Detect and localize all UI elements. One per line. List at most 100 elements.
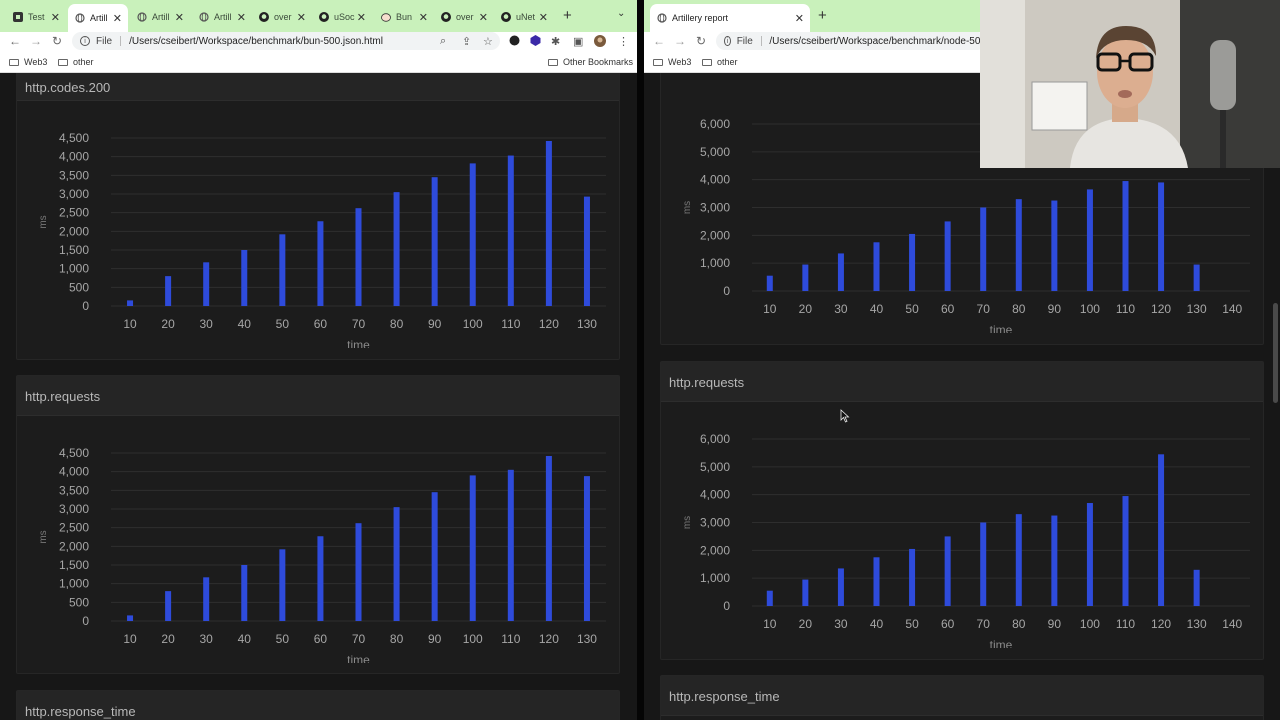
y-tick-label: 3,500	[59, 483, 89, 497]
forward-icon[interactable]: →	[674, 34, 686, 48]
bookmark-folder-other[interactable]: other	[58, 57, 94, 67]
extensions-puzzle-icon[interactable]: ✱	[551, 36, 561, 48]
tab-github[interactable]: uNet ✕	[494, 5, 554, 29]
x-tick-label: 100	[463, 632, 483, 646]
github-icon	[318, 12, 329, 23]
extension-hex-icon[interactable]	[530, 35, 541, 49]
bar	[431, 492, 438, 621]
x-tick-label: 110	[501, 632, 520, 646]
tab-artillery-active[interactable]: Artill ✕	[68, 4, 128, 32]
address-bar[interactable]: i File /Users/cseibert/Workspace/benchma…	[716, 32, 986, 50]
menu-kebab-icon[interactable]: ⋮	[618, 36, 629, 48]
close-icon[interactable]: ✕	[296, 11, 306, 24]
bar	[1051, 515, 1058, 606]
y-tick-label: 3,000	[700, 201, 730, 215]
y-axis-label: ms	[682, 516, 693, 529]
share-icon[interactable]: ⇪	[462, 36, 472, 48]
y-tick-label: 2,000	[59, 539, 89, 553]
tab-artillery[interactable]: Artill ✕	[192, 5, 252, 29]
bar	[1015, 514, 1022, 606]
bookmark-folder-web3[interactable]: Web3	[9, 57, 47, 67]
x-tick-label: 10	[763, 302, 777, 316]
bar	[802, 579, 809, 606]
x-tick-label: 80	[1012, 617, 1026, 631]
tab-github[interactable]: over ✕	[434, 5, 494, 29]
url-text: /Users/cseibert/Workspace/benchmark/node…	[769, 35, 986, 47]
y-tick-label: 2,500	[59, 206, 89, 220]
y-tick-label: 3,000	[700, 516, 730, 530]
bookmarks-bar: Web3 other Other Bookmarks	[0, 52, 637, 73]
extension-dark-icon[interactable]	[509, 35, 520, 49]
chart-card-http-response-time: http.response_time	[16, 690, 620, 720]
tab-bun[interactable]: Bun ✕	[374, 5, 434, 29]
x-tick-label: 130	[577, 317, 597, 331]
close-icon[interactable]: ✕	[478, 11, 488, 24]
bookmark-star-icon[interactable]: ☆	[483, 36, 493, 48]
chevron-down-icon[interactable]: ⌄	[617, 8, 626, 19]
x-tick-label: 90	[428, 317, 442, 331]
reload-icon[interactable]: ↻	[52, 34, 63, 48]
bar	[1086, 189, 1093, 291]
back-icon[interactable]: ←	[653, 34, 665, 48]
y-axis-label: ms	[682, 201, 693, 214]
tab-github[interactable]: over ✕	[252, 5, 312, 29]
bar	[317, 221, 324, 306]
bar	[1051, 200, 1058, 291]
tab-artillery-report[interactable]: Artillery report ✕	[650, 4, 810, 32]
close-icon[interactable]: ✕	[538, 11, 548, 24]
address-bar[interactable]: i File /Users/cseibert/Workspace/benchma…	[72, 32, 500, 50]
info-icon: i	[80, 36, 90, 46]
x-tick-label: 40	[870, 302, 884, 316]
bar	[766, 590, 773, 606]
close-icon[interactable]: ✕	[174, 11, 184, 24]
y-tick-label: 4,000	[700, 173, 730, 187]
tab-label: uSoc	[334, 12, 355, 22]
tab-artillery[interactable]: Artill ✕	[130, 5, 190, 29]
forward-icon[interactable]: →	[30, 34, 42, 48]
tab-github[interactable]: uSoc ✕	[312, 5, 372, 29]
bookmark-folder-web3[interactable]: Web3	[653, 57, 691, 67]
x-tick-label: 10	[123, 632, 137, 646]
tab-label: over	[456, 12, 474, 22]
scrollbar-thumb[interactable]	[1273, 303, 1278, 403]
bar	[507, 155, 514, 306]
tab-label: Artillery report	[672, 13, 729, 23]
y-tick-label: 3,000	[59, 187, 89, 201]
bar	[241, 565, 248, 621]
close-icon[interactable]: ✕	[356, 11, 366, 24]
close-icon[interactable]: ✕	[418, 11, 428, 24]
x-tick-label: 110	[1116, 617, 1135, 631]
y-tick-label: 2,500	[59, 521, 89, 535]
chart-card-http-requests: http.requests	[16, 375, 620, 674]
x-tick-label: 60	[314, 317, 328, 331]
bar	[355, 208, 362, 306]
x-tick-label: 30	[834, 302, 848, 316]
bar	[873, 242, 880, 291]
new-tab-icon[interactable]: +	[818, 7, 827, 24]
close-icon[interactable]: ✕	[236, 11, 246, 24]
sidebar-icon[interactable]: ▣	[573, 36, 584, 48]
x-tick-label: 130	[1187, 302, 1207, 316]
bar	[1086, 503, 1093, 606]
zoom-icon[interactable]: ⌕	[440, 35, 447, 47]
reload-icon[interactable]: ↻	[696, 34, 707, 48]
bar	[279, 234, 286, 306]
y-tick-label: 5,000	[700, 145, 730, 159]
bookmark-folder-other[interactable]: other	[702, 57, 738, 67]
new-tab-icon[interactable]: +	[563, 7, 572, 24]
other-bookmarks[interactable]: Other Bookmarks	[548, 57, 633, 67]
profile-avatar-icon[interactable]	[594, 35, 606, 50]
close-icon[interactable]: ✕	[50, 11, 60, 24]
tab-test[interactable]: Test ✕	[6, 5, 66, 29]
url-text: /Users/cseibert/Workspace/benchmark/bun-…	[129, 35, 383, 47]
chart-card-http-response-time: http.response_time	[660, 675, 1264, 720]
file-label: File	[736, 35, 753, 47]
back-icon[interactable]: ←	[9, 34, 21, 48]
close-icon[interactable]: ✕	[794, 12, 804, 25]
bar	[317, 536, 324, 621]
tab-label: Artill	[214, 12, 232, 22]
close-icon[interactable]: ✕	[112, 12, 122, 25]
y-tick-label: 0	[82, 299, 89, 313]
bar	[393, 507, 400, 621]
bar	[431, 177, 438, 306]
